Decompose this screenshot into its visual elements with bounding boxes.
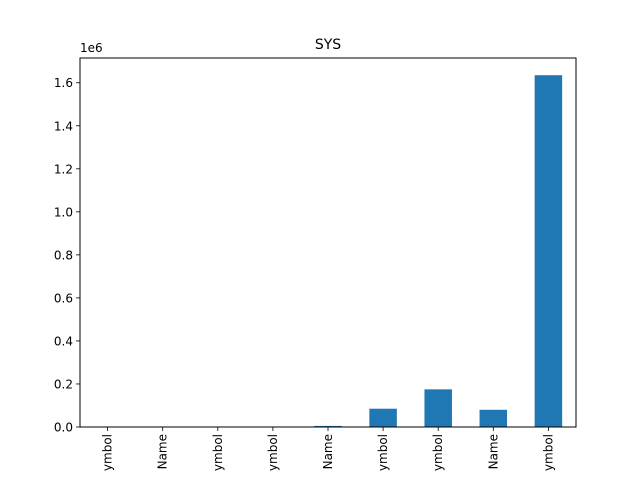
y-tick-label-5: 1.0 xyxy=(54,205,73,219)
y-axis: 0.0 0.2 0.4 0.6 0.8 1.0 1.2 1.4 1.6 xyxy=(54,76,80,435)
chart-title: SYS xyxy=(315,37,341,53)
bar-8 xyxy=(534,75,563,427)
x-tick-label-1: Name xyxy=(156,434,170,469)
y-tick-label-0: 0.0 xyxy=(54,421,73,435)
plot-frame xyxy=(79,57,577,428)
bars-group xyxy=(314,75,563,427)
y-tick-label-8: 1.6 xyxy=(54,76,73,90)
x-tick-label-4: Name xyxy=(321,434,335,469)
x-tick-label-8: ymbol xyxy=(541,434,555,471)
y-axis-offset-label: 1e6 xyxy=(80,41,103,55)
x-tick-label-0: ymbol xyxy=(101,434,115,471)
y-tick-label-2: 0.4 xyxy=(54,334,73,348)
x-axis: ymbol Name ymbol ymbol Name ymbol ymbol Name ymb… xyxy=(101,427,555,471)
bar-4 xyxy=(314,425,342,427)
x-tick-label-6: ymbol xyxy=(431,434,445,471)
x-tick-label-3: ymbol xyxy=(266,434,280,471)
y-tick-label-7: 1.4 xyxy=(54,119,73,133)
x-tick-label-5: ymbol xyxy=(376,434,390,471)
bar-7 xyxy=(479,409,508,427)
y-tick-label-4: 0.8 xyxy=(54,248,73,262)
bar-5 xyxy=(369,408,397,427)
y-tick-label-3: 0.6 xyxy=(54,291,73,305)
x-tick-label-7: Name xyxy=(486,434,500,469)
bar-6 xyxy=(424,389,452,427)
y-tick-label-6: 1.2 xyxy=(54,162,73,176)
x-tick-label-2: ymbol xyxy=(211,434,225,471)
y-tick-label-1: 0.2 xyxy=(54,377,73,391)
